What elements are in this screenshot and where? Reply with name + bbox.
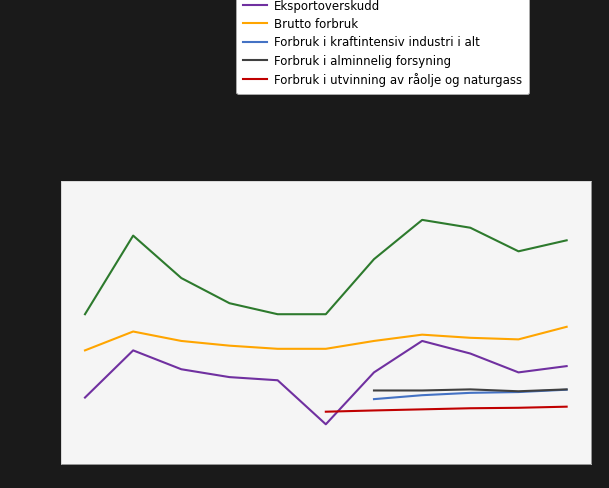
Total produksjon	[274, 311, 281, 317]
Forbruk i kraftintensiv industri i alt	[515, 389, 522, 395]
Brutto forbruk	[82, 347, 89, 353]
Total produksjon	[178, 275, 185, 281]
Eksportoverskudd	[563, 363, 570, 369]
Brutto forbruk	[322, 346, 329, 352]
Line: Brutto forbruk: Brutto forbruk	[85, 327, 566, 350]
Forbruk i utvinning av råolje og naturgass	[466, 406, 474, 411]
Total produksjon	[82, 311, 89, 317]
Total produksjon	[466, 225, 474, 231]
Eksportoverskudd	[274, 377, 281, 383]
Forbruk i kraftintensiv industri i alt	[466, 390, 474, 396]
Brutto forbruk	[563, 324, 570, 330]
Eksportoverskudd	[226, 374, 233, 380]
Line: Eksportoverskudd: Eksportoverskudd	[85, 341, 566, 424]
Forbruk i alminnelig forsyning	[515, 388, 522, 394]
Forbruk i kraftintensiv industri i alt	[418, 392, 426, 398]
Forbruk i alminnelig forsyning	[418, 387, 426, 393]
Forbruk i alminnelig forsyning	[563, 386, 570, 392]
Brutto forbruk	[370, 338, 378, 344]
Forbruk i utvinning av råolje og naturgass	[563, 404, 570, 409]
Line: Forbruk i utvinning av råolje og naturgass: Forbruk i utvinning av råolje og naturga…	[326, 407, 566, 412]
Eksportoverskudd	[178, 366, 185, 372]
Forbruk i utvinning av råolje og naturgass	[418, 407, 426, 412]
Eksportoverskudd	[466, 350, 474, 356]
Line: Forbruk i alminnelig forsyning: Forbruk i alminnelig forsyning	[374, 389, 566, 391]
Brutto forbruk	[466, 335, 474, 341]
Forbruk i kraftintensiv industri i alt	[563, 387, 570, 393]
Line: Forbruk i kraftintensiv industri i alt: Forbruk i kraftintensiv industri i alt	[374, 390, 566, 399]
Brutto forbruk	[226, 343, 233, 348]
Total produksjon	[370, 256, 378, 262]
Eksportoverskudd	[130, 347, 137, 353]
Total produksjon	[130, 233, 137, 239]
Total produksjon	[515, 248, 522, 254]
Brutto forbruk	[515, 336, 522, 342]
Eksportoverskudd	[82, 395, 89, 401]
Forbruk i utvinning av råolje og naturgass	[370, 407, 378, 413]
Forbruk i utvinning av råolje og naturgass	[515, 405, 522, 411]
Forbruk i alminnelig forsyning	[466, 386, 474, 392]
Eksportoverskudd	[515, 369, 522, 375]
Legend: Total produksjon, Eksportoverskudd, Brutto forbruk, Forbruk i kraftintensiv indu: Total produksjon, Eksportoverskudd, Brut…	[236, 0, 529, 94]
Total produksjon	[322, 311, 329, 317]
Total produksjon	[563, 237, 570, 243]
Forbruk i kraftintensiv industri i alt	[370, 396, 378, 402]
Eksportoverskudd	[370, 369, 378, 375]
Eksportoverskudd	[418, 338, 426, 344]
Brutto forbruk	[130, 328, 137, 334]
Line: Total produksjon: Total produksjon	[85, 220, 566, 314]
Total produksjon	[418, 217, 426, 223]
Forbruk i alminnelig forsyning	[370, 387, 378, 393]
Forbruk i utvinning av råolje og naturgass	[322, 409, 329, 415]
Brutto forbruk	[418, 332, 426, 338]
Total produksjon	[226, 300, 233, 306]
Brutto forbruk	[178, 338, 185, 344]
Brutto forbruk	[274, 346, 281, 352]
Eksportoverskudd	[322, 421, 329, 427]
